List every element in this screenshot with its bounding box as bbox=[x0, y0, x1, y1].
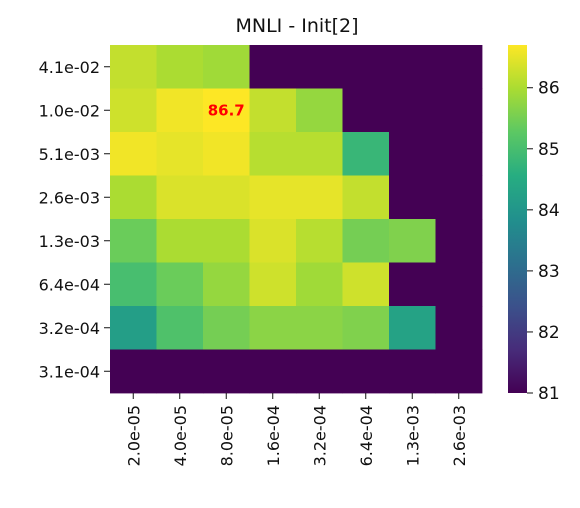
colorbar-tick-label: 82 bbox=[538, 323, 560, 343]
heatmap-cell-r4-c7 bbox=[435, 219, 483, 263]
heatmap-cell-r1-c4 bbox=[296, 88, 343, 133]
heatmap-cell-r5-c4 bbox=[296, 262, 343, 307]
heatmap-cell-r2-c1 bbox=[156, 132, 204, 176]
heatmap-cell-r3-c5 bbox=[342, 175, 390, 220]
heatmap-cell-r4-c3 bbox=[249, 219, 297, 263]
heatmap-cell-r0-c1 bbox=[156, 45, 204, 89]
heatmap-cell-r3-c1 bbox=[156, 175, 204, 220]
heatmap-cell-r2-c2 bbox=[203, 132, 250, 176]
heatmap-cells bbox=[110, 45, 483, 394]
colorbar-tick-label: 84 bbox=[538, 201, 560, 221]
heatmap-cell-r6-c7 bbox=[435, 306, 483, 350]
heatmap-cell-r6-c3 bbox=[249, 306, 297, 350]
heatmap-cell-r4-c1 bbox=[156, 219, 204, 263]
heatmap-annotations: 86.7 bbox=[208, 101, 245, 119]
x-tick-label: 2.6e-03 bbox=[450, 405, 469, 466]
heatmap-cell-r7-c5 bbox=[342, 349, 390, 394]
heatmap-cell-r0-c5 bbox=[342, 45, 390, 89]
heatmap-cell-r4-c6 bbox=[389, 219, 436, 263]
colorbar-gradient bbox=[508, 45, 527, 393]
heatmap-cell-r0-c3 bbox=[249, 45, 297, 89]
heatmap-cell-r1-c5 bbox=[342, 88, 390, 133]
heatmap-cell-r1-c3 bbox=[249, 88, 297, 133]
heatmap-cell-r4-c0 bbox=[110, 219, 157, 263]
heatmap-cell-r1-c7 bbox=[435, 88, 483, 133]
y-tick-label: 3.1e-04 bbox=[39, 362, 100, 381]
x-tick-label: 1.6e-04 bbox=[264, 405, 283, 466]
y-tick-label: 1.0e-02 bbox=[39, 101, 100, 120]
heatmap-cell-r3-c6 bbox=[389, 175, 436, 220]
chart-title: MNLI - Init[2] bbox=[235, 15, 358, 37]
heatmap-cell-r3-c4 bbox=[296, 175, 343, 220]
cell-annotation: 86.7 bbox=[208, 101, 245, 119]
x-tick-label: 1.3e-03 bbox=[403, 405, 422, 466]
heatmap-cell-r6-c0 bbox=[110, 306, 157, 350]
heatmap-cell-r1-c2 bbox=[203, 88, 250, 133]
y-tick-label: 4.1e-02 bbox=[39, 58, 100, 77]
heatmap-cell-r2-c7 bbox=[435, 132, 483, 176]
heatmap-cell-r6-c5 bbox=[342, 306, 390, 350]
heatmap-cell-r5-c2 bbox=[203, 262, 250, 307]
x-tick-label: 4.0e-05 bbox=[171, 405, 190, 466]
y-tick-label: 3.2e-04 bbox=[39, 319, 100, 338]
heatmap-cell-r2-c6 bbox=[389, 132, 436, 176]
heatmap-cell-r7-c1 bbox=[156, 349, 204, 394]
heatmap-cell-r3-c3 bbox=[249, 175, 297, 220]
heatmap-cell-r6-c6 bbox=[389, 306, 436, 350]
heatmap-cell-r3-c7 bbox=[435, 175, 483, 220]
y-tick-label: 2.6e-03 bbox=[39, 188, 100, 207]
colorbar-tick-label: 83 bbox=[538, 262, 560, 282]
heatmap-cell-r5-c0 bbox=[110, 262, 157, 307]
x-tick-label: 3.2e-04 bbox=[310, 405, 329, 466]
colorbar: 81 82 83 84 85 86 bbox=[508, 45, 560, 404]
heatmap-cell-r6-c1 bbox=[156, 306, 204, 350]
heatmap-cell-r0-c7 bbox=[435, 45, 483, 89]
y-tick-label: 6.4e-04 bbox=[39, 275, 100, 294]
heatmap-cell-r2-c5 bbox=[342, 132, 390, 176]
y-tick-label: 5.1e-03 bbox=[39, 145, 100, 164]
heatmap-cell-r7-c2 bbox=[203, 349, 250, 394]
heatmap-cell-r4-c4 bbox=[296, 219, 343, 263]
heatmap-cell-r3-c2 bbox=[203, 175, 250, 220]
heatmap-cell-r0-c0 bbox=[110, 45, 157, 89]
x-tick-label: 6.4e-04 bbox=[357, 405, 376, 466]
heatmap-cell-r2-c4 bbox=[296, 132, 343, 176]
heatmap-cell-r6-c4 bbox=[296, 306, 343, 350]
heatmap-cell-r5-c1 bbox=[156, 262, 204, 307]
y-axis: 4.1e-02 1.0e-02 5.1e-03 2.6e-03 1.3e-03 6.4e-… bbox=[39, 58, 110, 381]
colorbar-tick-label: 86 bbox=[538, 79, 560, 99]
heatmap-cell-r2-c0 bbox=[110, 132, 157, 176]
heatmap-cell-r0-c6 bbox=[389, 45, 436, 89]
x-tick-label: 8.0e-05 bbox=[217, 405, 236, 466]
heatmap-cell-r4-c2 bbox=[203, 219, 250, 263]
heatmap-cell-r5-c6 bbox=[389, 262, 436, 307]
heatmap-cell-r0-c2 bbox=[203, 45, 250, 89]
heatmap-cell-r4-c5 bbox=[342, 219, 390, 263]
y-tick-label: 1.3e-03 bbox=[39, 232, 100, 251]
heatmap-cell-r7-c0 bbox=[110, 349, 157, 394]
heatmap-cell-r1-c1 bbox=[156, 88, 204, 133]
heatmap-cell-r7-c4 bbox=[296, 349, 343, 394]
colorbar-tick-label: 81 bbox=[538, 384, 560, 404]
heatmap-cell-r7-c3 bbox=[249, 349, 297, 394]
heatmap-cell-r7-c6 bbox=[389, 349, 436, 394]
heatmap-cell-r1-c0 bbox=[110, 88, 157, 133]
heatmap-cell-r5-c5 bbox=[342, 262, 390, 307]
x-axis: 2.0e-05 4.0e-05 8.0e-05 1.6e-04 3.2e-04 6.4e-… bbox=[124, 393, 469, 466]
heatmap-cell-r1-c6 bbox=[389, 88, 436, 133]
heatmap-cell-r6-c2 bbox=[203, 306, 250, 350]
heatmap-cell-r2-c3 bbox=[249, 132, 297, 176]
x-tick-label: 2.0e-05 bbox=[124, 405, 143, 466]
heatmap-cell-r3-c0 bbox=[110, 175, 157, 220]
heatmap-cell-r5-c7 bbox=[435, 262, 483, 307]
heatmap-cell-r7-c7 bbox=[435, 349, 483, 394]
heatmap-cell-r5-c3 bbox=[249, 262, 297, 307]
heatmap-cell-r0-c4 bbox=[296, 45, 343, 89]
colorbar-tick-label: 85 bbox=[538, 140, 560, 160]
